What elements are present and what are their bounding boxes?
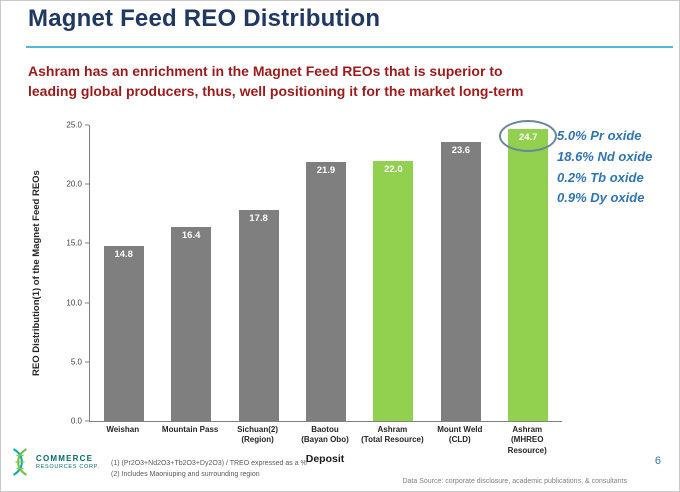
bar-slot: 21.9 [292, 125, 359, 421]
plot-area: 14.8 16.4 17.8 21.9 22.0 23.6 24.7 [89, 119, 562, 422]
subtitle-line-1: Ashram has an enrichment in the Magnet F… [28, 63, 503, 79]
data-source: Data Source: corporate disclosure, acade… [402, 478, 627, 485]
title-divider [26, 46, 673, 48]
bar-value-label: 21.9 [316, 164, 336, 176]
annotation-oxides: 5.0% Pr oxide 18.6% Nd oxide 0.2% Tb oxi… [557, 126, 679, 209]
subtitle: Ashram has an enrichment in the Magnet F… [28, 61, 628, 102]
y-tick: 25.0 [66, 121, 89, 130]
footnotes: (1) (Pr2O3+Nd2O3+Tb2O3+Dy2O3) / TREO exp… [111, 459, 307, 480]
x-axis-labels: Weishan Mountain Pass Sichuan(2) (Region) Ba… [89, 425, 561, 456]
y-tick: 0.0 [71, 417, 89, 426]
x-category-label: Baotou (Bayan Obo) [301, 425, 349, 445]
annotation-dy-oxide: 0.9% Dy oxide [557, 190, 645, 206]
bar: 23.6 [440, 141, 481, 421]
bar: 16.4 [171, 226, 212, 421]
logo-text: COMMERCE RESOURCES CORP. [36, 454, 100, 470]
bar: 21.9 [305, 161, 346, 421]
y-tick: 20.0 [66, 180, 89, 189]
y-tick: 5.0 [71, 357, 89, 366]
bar: 24.7 [508, 128, 549, 421]
annotation-pr-oxide: 5.0% Pr oxide [557, 128, 642, 143]
footnote-2: (2) Includes Maoniuping and surrounding … [111, 470, 260, 478]
x-category-label: Sichuan(2) (Region) [237, 425, 278, 445]
bar-value-label: 17.8 [249, 213, 268, 225]
bar-slot: 22.0 [360, 125, 427, 421]
subtitle-line-2: leading global producers, thus, well pos… [28, 83, 524, 100]
x-category-label: Ashram (MHREO Resource) [507, 425, 547, 455]
footnote-1: (1) (Pr2O3+Nd2O3+Tb2O3+Dy2O3) / TREO exp… [111, 460, 307, 467]
bar-slot: 24.7 [495, 119, 562, 421]
x-axis-title: Deposit [305, 453, 345, 465]
bar-value-label: 14.8 [114, 248, 133, 260]
x-category-label: Ashram (Total Resource) [361, 425, 424, 445]
bar-value-label: 23.6 [451, 144, 471, 156]
bar-value-label: 16.4 [181, 229, 201, 241]
bar-value-label: 24.7 [518, 131, 538, 143]
y-tick: 15.0 [66, 239, 89, 248]
bar: 17.8 [238, 210, 279, 421]
commerce-resources-logo: COMMERCE RESOURCES CORP. [9, 447, 100, 477]
bar-slot: 16.4 [157, 125, 224, 421]
bar-slot: 14.8 [90, 125, 157, 421]
bar-slot: 17.8 [225, 125, 292, 421]
bar: 14.8 [103, 245, 144, 421]
bar-slot: 23.6 [427, 125, 494, 421]
page-title: Magnet Feed REO Distribution [28, 5, 381, 32]
y-axis-ticks: 0.0 5.0 10.0 15.0 20.0 25.0 [41, 121, 89, 426]
dna-helix-icon [9, 447, 31, 477]
page-number: 6 [654, 455, 661, 467]
annotation-tb-oxide: 0.2% Tb oxide [557, 169, 644, 185]
y-axis-label: REO Distribution(1) of the Magnet Feed R… [31, 170, 42, 376]
x-category-label: Mountain Pass [161, 425, 219, 434]
logo-line-2: RESOURCES CORP. [36, 464, 100, 470]
x-category-label: Mount Weld (CLD) [437, 425, 483, 445]
bar-value-label: 22.0 [384, 163, 403, 175]
x-category-label: Weishan [106, 425, 140, 434]
bar: 22.0 [373, 160, 414, 421]
y-tick: 10.0 [66, 298, 89, 307]
logo-line-1: COMMERCE [36, 454, 94, 463]
annotation-nd-oxide: 18.6% Nd oxide [557, 148, 653, 164]
